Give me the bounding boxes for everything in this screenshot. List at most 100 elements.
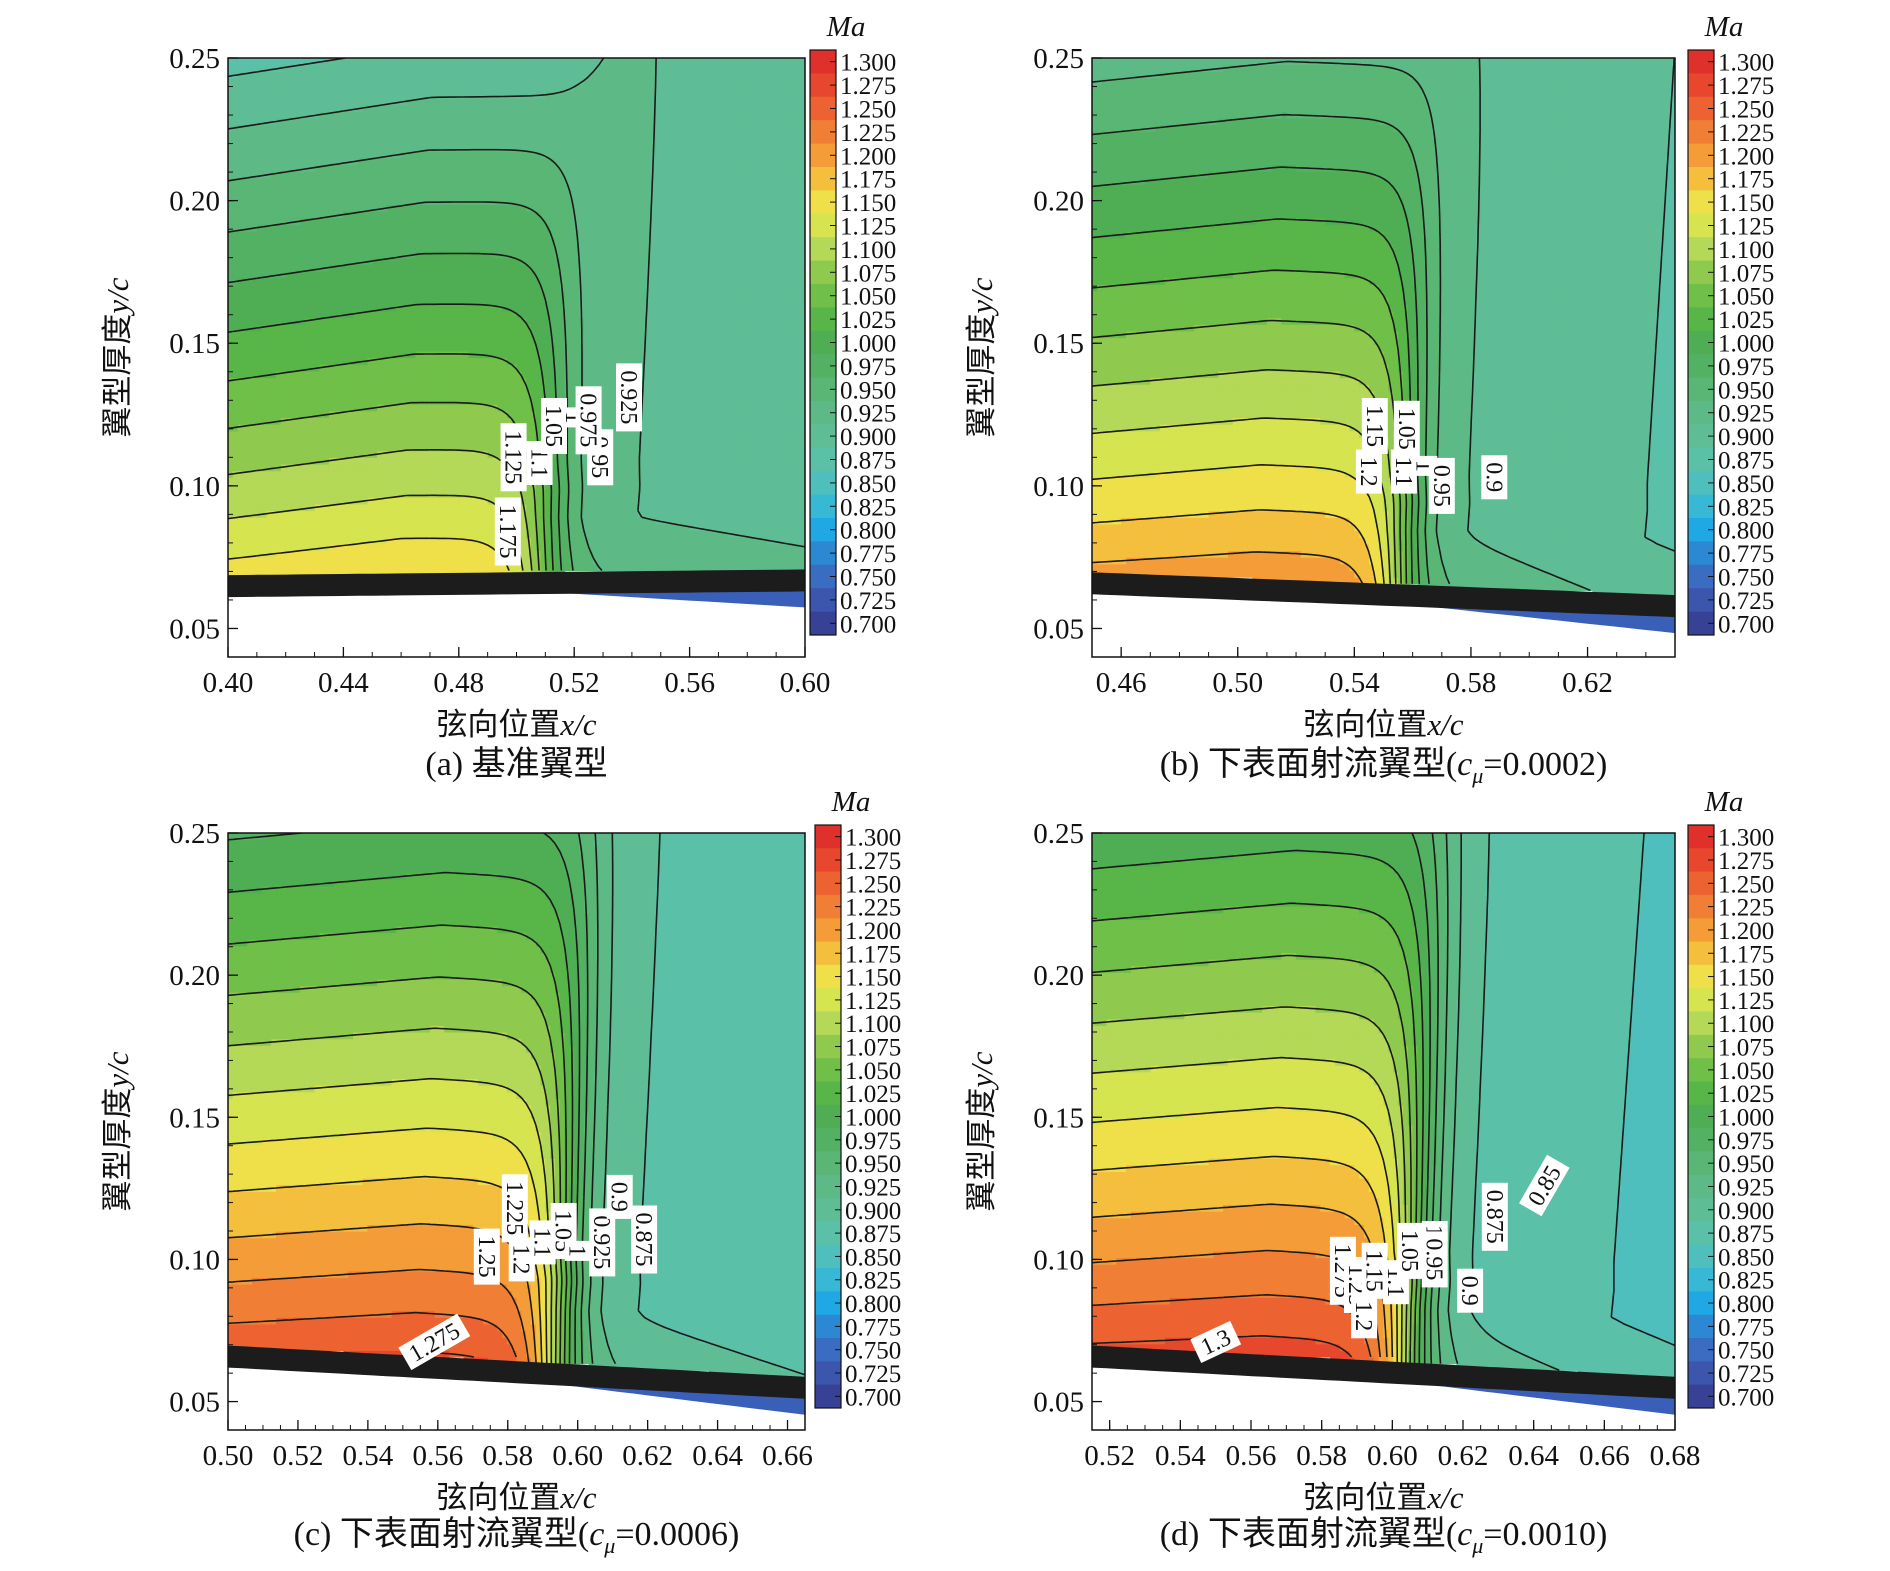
field-cell — [453, 184, 460, 192]
field-cell — [252, 171, 258, 179]
field-cell — [415, 197, 421, 206]
field-cell — [232, 404, 239, 412]
field-cell — [242, 497, 248, 505]
field-cell — [309, 131, 316, 139]
field-cell — [396, 217, 402, 225]
field-cell — [338, 517, 344, 525]
field-cell — [242, 543, 248, 552]
field-cell — [309, 257, 316, 265]
field-cell — [468, 297, 474, 305]
field-cell — [444, 397, 450, 405]
field-cell — [453, 517, 460, 525]
field-cell — [386, 424, 393, 432]
field-cell — [482, 543, 489, 552]
field-cell — [271, 204, 277, 212]
field-cell — [458, 470, 465, 478]
field-cell — [429, 304, 436, 312]
field-cell — [458, 270, 465, 279]
field-cell — [526, 237, 532, 245]
field-cell — [405, 124, 412, 132]
field-cell — [401, 437, 407, 445]
field-cell — [377, 171, 383, 179]
field-cell — [357, 377, 364, 385]
field-cell — [444, 251, 450, 259]
field-cell — [391, 277, 397, 285]
field-cell — [482, 384, 489, 392]
field-cell — [425, 483, 431, 492]
field-cell — [295, 177, 301, 186]
field-cell — [290, 204, 296, 212]
field-cell — [530, 277, 537, 285]
field-cell — [285, 77, 292, 86]
field-cell — [396, 237, 402, 245]
field-cell — [276, 224, 282, 232]
field-cell — [487, 177, 494, 186]
field-cell — [353, 364, 359, 372]
field-cell — [353, 470, 359, 478]
field-cell — [463, 191, 470, 199]
field-cell — [295, 251, 301, 259]
field-cell — [420, 543, 426, 552]
field-cell — [449, 231, 455, 239]
field-cell — [304, 277, 311, 285]
field-cell — [492, 244, 498, 252]
field-cell — [506, 270, 513, 279]
field-cell — [396, 211, 402, 219]
field-cell — [420, 197, 426, 206]
field-cell — [405, 417, 412, 425]
field-cell — [362, 157, 369, 166]
field-cell — [453, 344, 460, 352]
field-cell — [526, 257, 532, 265]
field-cell — [401, 324, 407, 332]
field-cell — [410, 131, 417, 139]
field-cell — [261, 264, 268, 272]
field-cell — [506, 111, 513, 119]
field-cell — [502, 64, 508, 72]
field-cell — [362, 397, 369, 405]
field-cell — [237, 543, 244, 552]
field-cell — [290, 410, 296, 418]
field-cell — [439, 417, 445, 425]
field-cell — [434, 344, 441, 352]
field-cell — [247, 84, 253, 92]
field-cell — [521, 397, 527, 405]
field-cell — [261, 310, 268, 319]
field-cell — [328, 58, 335, 66]
field-cell — [285, 450, 292, 458]
field-cell — [516, 370, 522, 379]
field-cell — [276, 550, 282, 558]
field-cell — [367, 157, 373, 166]
field-cell — [343, 350, 349, 359]
field-cell — [497, 151, 503, 159]
field-cell — [381, 397, 388, 405]
field-cell — [237, 370, 244, 379]
field-cell — [473, 530, 479, 538]
field-cell — [309, 430, 316, 438]
field-cell — [348, 337, 354, 345]
field-cell — [357, 397, 364, 405]
field-cell — [453, 457, 460, 465]
field-cell — [362, 224, 369, 232]
field-cell — [271, 157, 277, 166]
field-cell — [247, 277, 253, 285]
field-cell — [319, 257, 325, 265]
field-cell — [232, 570, 239, 578]
field-cell — [468, 264, 474, 272]
field-cell — [391, 510, 397, 518]
field-cell — [357, 337, 364, 345]
field-cell — [324, 517, 330, 525]
field-cell — [458, 237, 465, 245]
field-cell — [492, 444, 498, 452]
field-cell — [256, 404, 263, 412]
field-cell — [314, 483, 320, 492]
field-cell — [463, 237, 470, 245]
field-cell — [458, 457, 465, 465]
field-cell — [261, 204, 268, 212]
field-cell — [314, 330, 320, 339]
field-cell — [434, 550, 441, 558]
field-cell — [276, 231, 282, 239]
field-cell — [372, 217, 378, 225]
field-cell — [261, 350, 268, 359]
field-cell — [367, 384, 373, 392]
field-cell — [429, 264, 436, 272]
